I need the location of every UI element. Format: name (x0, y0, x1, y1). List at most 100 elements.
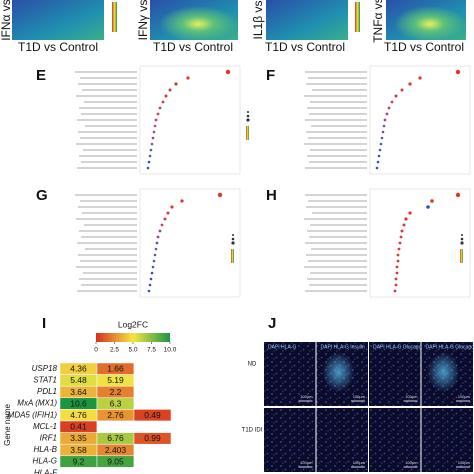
legend-tick-label: 2.5 (110, 347, 119, 354)
cell-value: 1.66 (107, 364, 124, 374)
dot-plots (75, 71, 367, 292)
channel-label: DAPI HLA-G (268, 344, 296, 350)
cell-value: 3.58 (70, 445, 87, 455)
image-tile (316, 408, 368, 472)
density-map (266, 0, 348, 40)
channel-label: DAPI HLA-G Insulin (321, 344, 365, 350)
gene-label: HLA-F (34, 468, 58, 474)
cell-value: 9.05 (107, 456, 124, 466)
scale-bar-label: 100µm (353, 460, 366, 465)
panel-label: H (266, 187, 277, 204)
colorbar (112, 2, 117, 32)
islet (427, 352, 460, 392)
density-map (12, 0, 104, 40)
density-blob (386, 0, 466, 40)
scale-bar-label: 100µm (300, 460, 313, 465)
cell-value: 0.49 (144, 410, 161, 420)
y-axis-label: IL1β vs (251, 1, 265, 40)
cell-value: 5.48 (70, 375, 87, 385)
legend-tick-label: 5.0 (128, 347, 137, 354)
cell-value: 9.2 (73, 456, 85, 466)
gene-label: IRF1 (40, 434, 57, 443)
heat-cell (96, 467, 135, 474)
heat-cell (133, 385, 172, 399)
cell-value: 4.36 (70, 364, 87, 374)
channel-label: DAPI HLA-G Glucagon (373, 344, 424, 350)
dot-plot-frames (139, 65, 471, 298)
gene-label: MDA5 (IFIH1) (8, 410, 58, 419)
scale-bar-label: 100µm (458, 460, 471, 465)
x-axis-label: T1D vs Control (153, 40, 233, 54)
term-labels (304, 194, 367, 292)
channel-label: DAPI HLA-G Glucagon Insulin (426, 344, 474, 350)
row-label: T1D IDI (242, 428, 263, 434)
imaging-grid: ND DAPI HLA-G 100µm DAPI HLA-G Insulin 100µm… (242, 342, 474, 472)
term-labels (75, 194, 137, 292)
cell-value: 2.2 (110, 387, 122, 397)
heat-cell (59, 467, 98, 474)
cell-value: 0.99 (144, 433, 161, 443)
panel-label: G (36, 187, 48, 204)
heatmap: USP18 4.36 1.66 STAT1 5.48 5.19 PDL1 3.64 2.2 MxA… (8, 362, 172, 474)
cell-value: 10.6 (70, 398, 87, 408)
cell-value: 3.64 (70, 387, 87, 397)
y-axis-label: IFNα vs (0, 0, 13, 41)
scale-bar-label: 100µm (300, 394, 313, 399)
image-tile (421, 408, 473, 472)
image-tile (369, 408, 421, 472)
cell-value: 0.41 (70, 422, 87, 432)
scale-bar-label: 100µm (458, 394, 471, 399)
cell-value: 3.35 (70, 433, 87, 443)
legend-title: Log2FC (118, 319, 148, 329)
panel-label: E (36, 67, 46, 84)
legend-tick-label: 10.0 (164, 347, 177, 354)
image-tile (369, 342, 421, 406)
gene-label: PDL1 (37, 387, 57, 396)
top-strip (12, 0, 466, 40)
legend-tick-label: 7.5 (147, 347, 156, 354)
heat-cell (133, 374, 172, 387)
heat-cell (133, 443, 172, 457)
x-axis-label: T1D vs Control (384, 40, 464, 54)
gene-label: MCL-1 (33, 422, 57, 431)
y-axis-label: TNFα vs (371, 0, 385, 43)
islet (322, 352, 355, 392)
heat-cell (133, 467, 172, 474)
cell-value: 2.403 (105, 445, 127, 455)
colorbar (355, 2, 360, 32)
x-axis-label: T1D vs Control (265, 40, 345, 54)
y-axis-label: IFNγ vs (136, 0, 150, 40)
scale-bar-label: 100µm (405, 460, 418, 465)
y-axis-label: Gene name (3, 404, 12, 446)
cell-value: 5.19 (107, 375, 124, 385)
term-labels (304, 71, 367, 169)
cell-value: 6.3 (110, 398, 122, 408)
x-axis-label: T1D vs Control (18, 40, 98, 54)
dot-legends (231, 111, 464, 263)
panel-label: J (268, 315, 276, 332)
cell-value: 4.76 (70, 410, 87, 420)
density-blob (150, 0, 238, 40)
gene-label: USP18 (32, 364, 58, 373)
scale-bar-label: 100µm (353, 394, 366, 399)
heat-cell (133, 397, 172, 410)
heat-cell (133, 362, 172, 375)
gene-label: MxA (MX1) (17, 399, 57, 408)
image-tile (264, 408, 316, 472)
gene-label: HLA-G (33, 457, 57, 466)
dots (146, 69, 461, 293)
heat-cell (96, 420, 135, 433)
legend-tick-label: 0 (94, 347, 98, 354)
row-label: ND (248, 362, 257, 368)
legend-colorbar (96, 333, 170, 342)
cell-value: 6.76 (107, 433, 124, 443)
term-labels (75, 71, 137, 169)
heat-cell (133, 455, 172, 468)
gene-label: STAT1 (33, 376, 57, 385)
scale-bar-label: 100µm (405, 394, 418, 399)
panel-label: I (42, 315, 46, 332)
panel-label: F (266, 67, 275, 84)
heat-cell (133, 420, 172, 433)
image-tile (264, 342, 316, 406)
gene-label: HLA-B (33, 445, 57, 454)
